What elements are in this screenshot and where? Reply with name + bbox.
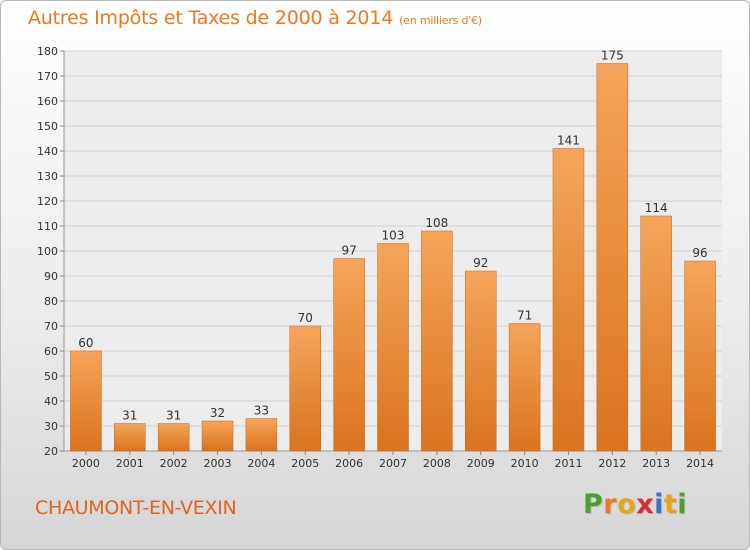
bar bbox=[552, 148, 585, 452]
y-tick-label: 80 bbox=[44, 295, 58, 308]
bar-value-label: 31 bbox=[166, 409, 181, 423]
logo-letter: x bbox=[636, 489, 655, 520]
bar-value-label: 114 bbox=[645, 201, 668, 215]
y-tick-label: 170 bbox=[37, 70, 58, 83]
y-tick-label: 30 bbox=[44, 420, 58, 433]
y-tick-label: 150 bbox=[37, 120, 58, 133]
y-tick-label: 100 bbox=[37, 245, 58, 258]
bar bbox=[640, 215, 672, 452]
bar-value-label: 96 bbox=[692, 246, 707, 260]
y-tick-label: 120 bbox=[37, 195, 58, 208]
chart-title-text: Autres Impôts et Taxes de 2000 à 2014 bbox=[28, 7, 394, 29]
bar bbox=[421, 230, 453, 452]
bar bbox=[596, 63, 629, 452]
proxiti-logo: Proxiti bbox=[583, 489, 687, 520]
bar bbox=[70, 350, 102, 452]
x-tick-label: 2008 bbox=[423, 457, 451, 470]
logo-letter: r bbox=[603, 489, 618, 520]
x-tick-label: 2000 bbox=[72, 457, 100, 470]
logo-letter: P bbox=[583, 489, 604, 520]
x-tick-label: 2009 bbox=[467, 457, 495, 470]
bar bbox=[464, 270, 497, 452]
bar-value-label: 175 bbox=[601, 49, 624, 63]
x-tick-label: 2011 bbox=[554, 457, 582, 470]
logo-letter: i bbox=[677, 489, 688, 520]
bar bbox=[377, 243, 409, 452]
bar-value-label: 33 bbox=[254, 404, 269, 418]
y-tick-label: 60 bbox=[44, 345, 58, 358]
logo-letter: i bbox=[654, 489, 664, 520]
x-tick-label: 2004 bbox=[247, 457, 275, 470]
bar bbox=[684, 260, 716, 452]
bar-value-label: 103 bbox=[382, 229, 405, 243]
logo-letter: t bbox=[663, 489, 678, 520]
bar-value-label: 32 bbox=[210, 406, 225, 420]
bar-value-label: 31 bbox=[122, 409, 137, 423]
x-tick-label: 2005 bbox=[291, 457, 319, 470]
x-tick-label: 2002 bbox=[160, 457, 188, 470]
y-tick-label: 40 bbox=[44, 395, 58, 408]
y-tick-label: 70 bbox=[44, 320, 58, 333]
y-tick-label: 110 bbox=[37, 220, 58, 233]
bar bbox=[333, 258, 365, 452]
y-tick-label: 160 bbox=[37, 95, 58, 108]
bar bbox=[289, 325, 322, 452]
chart-title: Autres Impôts et Taxes de 2000 à 2014 (en… bbox=[28, 7, 482, 29]
bar-value-label: 70 bbox=[298, 311, 313, 325]
bar-value-label: 108 bbox=[425, 216, 448, 230]
bar-value-label: 92 bbox=[473, 256, 488, 270]
x-tick-label: 2003 bbox=[204, 457, 232, 470]
bar-value-label: 97 bbox=[341, 244, 356, 258]
commune-name: CHAUMONT-EN-VEXIN bbox=[35, 497, 237, 519]
bar bbox=[201, 420, 234, 452]
bar bbox=[114, 423, 146, 452]
bar-value-label: 141 bbox=[557, 134, 580, 148]
x-tick-label: 2007 bbox=[379, 457, 407, 470]
y-tick-label: 50 bbox=[44, 370, 58, 383]
x-tick-label: 2001 bbox=[116, 457, 144, 470]
bar-value-label: 60 bbox=[78, 336, 93, 350]
y-tick-label: 130 bbox=[37, 170, 58, 183]
bar bbox=[157, 423, 190, 452]
x-tick-label: 2014 bbox=[686, 457, 714, 470]
x-tick-label: 2012 bbox=[598, 457, 626, 470]
y-tick-label: 140 bbox=[37, 145, 58, 158]
y-tick-label: 90 bbox=[44, 270, 58, 283]
bar-value-label: 71 bbox=[517, 309, 532, 323]
chart-subtitle: (en milliers d'€) bbox=[399, 14, 482, 27]
logo-letter: o bbox=[617, 489, 637, 520]
x-tick-label: 2010 bbox=[511, 457, 539, 470]
bar bbox=[508, 323, 541, 452]
y-tick-label: 20 bbox=[44, 445, 58, 458]
x-tick-label: 2006 bbox=[335, 457, 363, 470]
y-tick-label: 180 bbox=[37, 45, 58, 58]
x-tick-label: 2013 bbox=[642, 457, 670, 470]
bar bbox=[245, 418, 278, 452]
